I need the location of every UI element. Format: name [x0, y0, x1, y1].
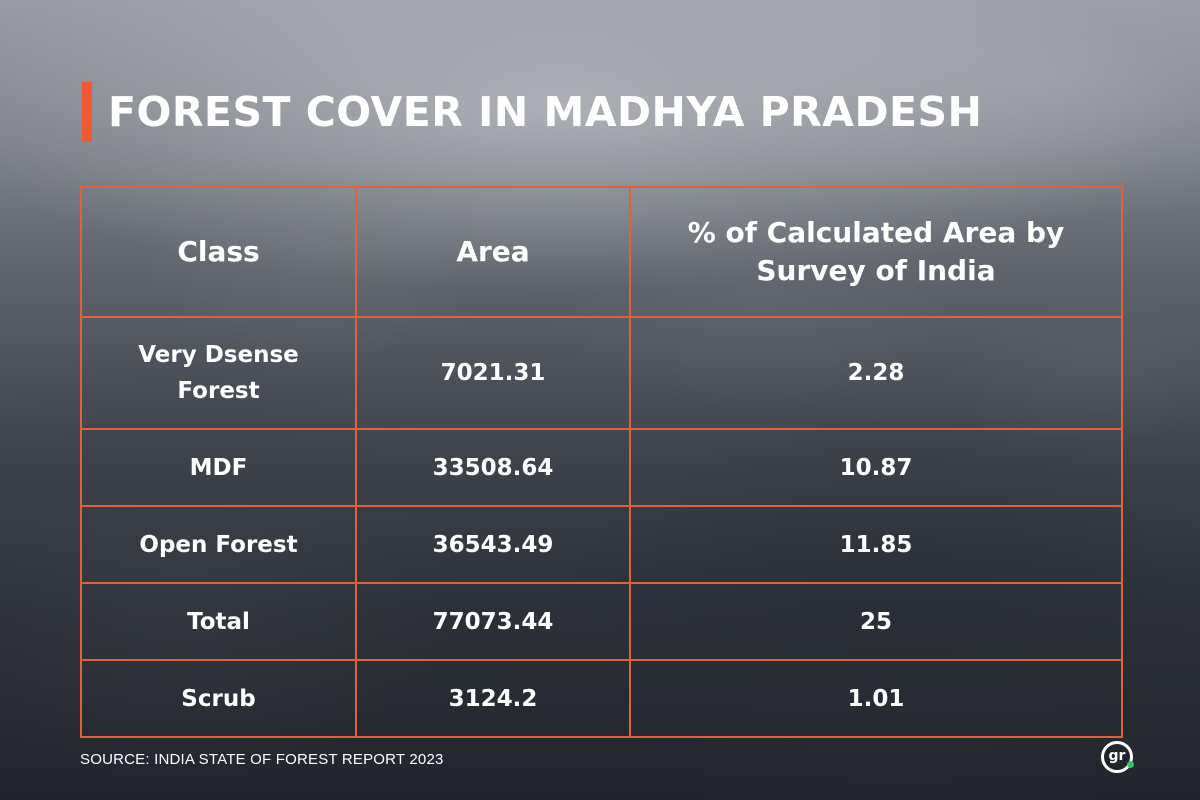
logo-dot [1127, 761, 1134, 768]
cell-class: Scrub [80, 659, 357, 738]
cell-percent: 25 [629, 582, 1123, 661]
title-accent-bar [82, 82, 92, 142]
cell-percent: 2.28 [629, 316, 1123, 430]
table-row: Very Dsense Forest 7021.31 2.28 [80, 316, 1123, 430]
cell-percent: 11.85 [629, 505, 1123, 584]
cell-class: Very Dsense Forest [80, 316, 357, 430]
cell-area: 33508.64 [355, 428, 631, 507]
cell-area: 77073.44 [355, 582, 631, 661]
table-row: MDF 33508.64 10.87 [80, 428, 1123, 507]
column-header-class: Class [80, 186, 357, 318]
gr-logo-icon: gr [1101, 741, 1134, 773]
page-title: FOREST COVER IN MADHYA PRADESH [108, 88, 983, 136]
forest-cover-table: Class Area % of Calculated Area by Surve… [80, 186, 1123, 738]
cell-percent: 10.87 [629, 428, 1123, 507]
cell-percent: 1.01 [629, 659, 1123, 738]
column-header-percent: % of Calculated Area by Survey of India [629, 186, 1123, 318]
cell-area: 36543.49 [355, 505, 631, 584]
cell-class: Total [80, 582, 357, 661]
cell-area: 3124.2 [355, 659, 631, 738]
logo-text: gr [1108, 748, 1126, 764]
source-note: SOURCE: INDIA STATE OF FOREST REPORT 202… [80, 751, 444, 768]
column-header-area: Area [355, 186, 631, 318]
cell-class: Open Forest [80, 505, 357, 584]
table-row: Open Forest 36543.49 11.85 [80, 505, 1123, 584]
table-row: Total 77073.44 25 [80, 582, 1123, 661]
table-row: Scrub 3124.2 1.01 [80, 659, 1123, 738]
table-header-row: Class Area % of Calculated Area by Surve… [80, 186, 1123, 318]
cell-class: MDF [80, 428, 357, 507]
cell-area: 7021.31 [355, 316, 631, 430]
